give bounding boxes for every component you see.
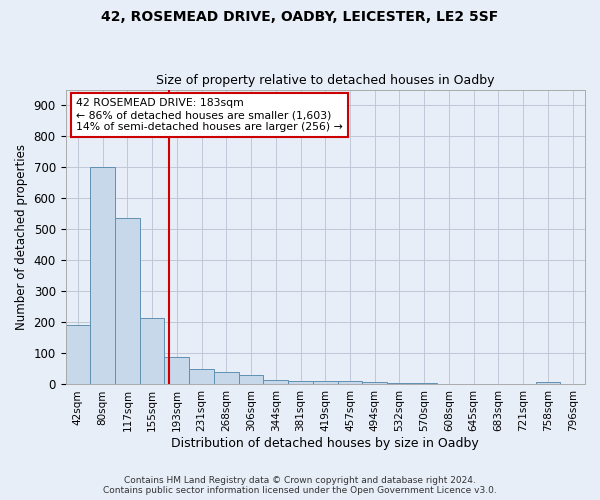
Bar <box>214 372 239 384</box>
Bar <box>313 382 338 384</box>
Bar <box>338 382 362 384</box>
Text: 42 ROSEMEAD DRIVE: 183sqm
← 86% of detached houses are smaller (1,603)
14% of se: 42 ROSEMEAD DRIVE: 183sqm ← 86% of detac… <box>76 98 343 132</box>
Bar <box>90 167 115 384</box>
Y-axis label: Number of detached properties: Number of detached properties <box>15 144 28 330</box>
Bar <box>536 382 560 384</box>
Bar <box>387 383 412 384</box>
Bar <box>189 369 214 384</box>
Bar <box>115 218 140 384</box>
Bar <box>65 326 90 384</box>
Bar <box>412 383 437 384</box>
Bar <box>239 375 263 384</box>
Text: 42, ROSEMEAD DRIVE, OADBY, LEICESTER, LE2 5SF: 42, ROSEMEAD DRIVE, OADBY, LEICESTER, LE… <box>101 10 499 24</box>
Text: Contains HM Land Registry data © Crown copyright and database right 2024.
Contai: Contains HM Land Registry data © Crown c… <box>103 476 497 495</box>
Bar <box>164 356 189 384</box>
Bar <box>362 382 387 384</box>
Bar <box>140 318 164 384</box>
Bar <box>288 382 313 384</box>
Bar <box>263 380 288 384</box>
Title: Size of property relative to detached houses in Oadby: Size of property relative to detached ho… <box>156 74 494 87</box>
X-axis label: Distribution of detached houses by size in Oadby: Distribution of detached houses by size … <box>172 437 479 450</box>
